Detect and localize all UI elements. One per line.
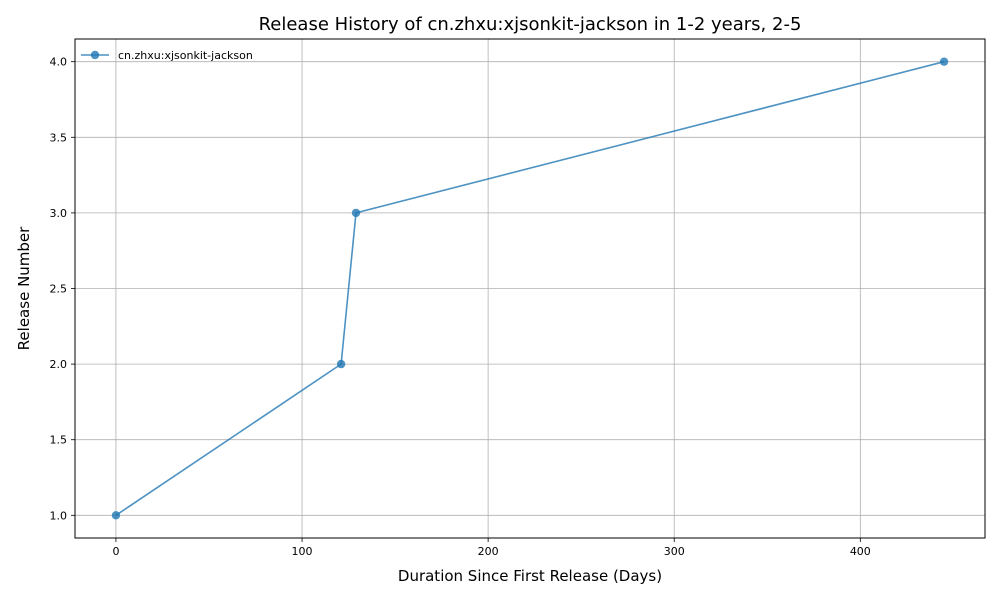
data-point (336, 359, 346, 369)
y-tick-label: 2.0 (50, 358, 68, 371)
x-tick-label: 0 (112, 545, 119, 558)
grid (75, 39, 985, 538)
y-tick-label: 1.5 (50, 434, 68, 447)
legend-label: cn.zhxu:xjsonkit-jackson (118, 49, 253, 62)
y-tick-label: 4.0 (50, 56, 68, 69)
data-point (351, 208, 361, 218)
data-point (111, 511, 121, 520)
series-layer (111, 57, 949, 520)
x-tick-label: 300 (664, 545, 685, 558)
y-axis-label: Release Number (15, 226, 33, 350)
y-tick-label: 1.0 (50, 509, 68, 522)
x-axis-label: Duration Since First Release (Days) (398, 567, 662, 585)
x-tick-label: 100 (292, 545, 313, 558)
ticks: 0 100 200 300 400 1.0 1.5 2.0 2.5 3.0 3.5 4.0 (50, 56, 871, 558)
series-line (115, 60, 945, 516)
y-tick-label: 3.5 (50, 131, 68, 144)
data-point (939, 57, 949, 66)
y-tick-label: 2.5 (50, 283, 68, 296)
legend: cn.zhxu:xjsonkit-jackson (81, 49, 253, 62)
chart-title: Release History of cn.zhxu:xjsonkit-jack… (259, 14, 802, 35)
legend-marker (90, 50, 100, 60)
y-tick-label: 3.0 (50, 207, 68, 220)
x-tick-label: 200 (478, 545, 499, 558)
x-tick-label: 400 (850, 545, 871, 558)
